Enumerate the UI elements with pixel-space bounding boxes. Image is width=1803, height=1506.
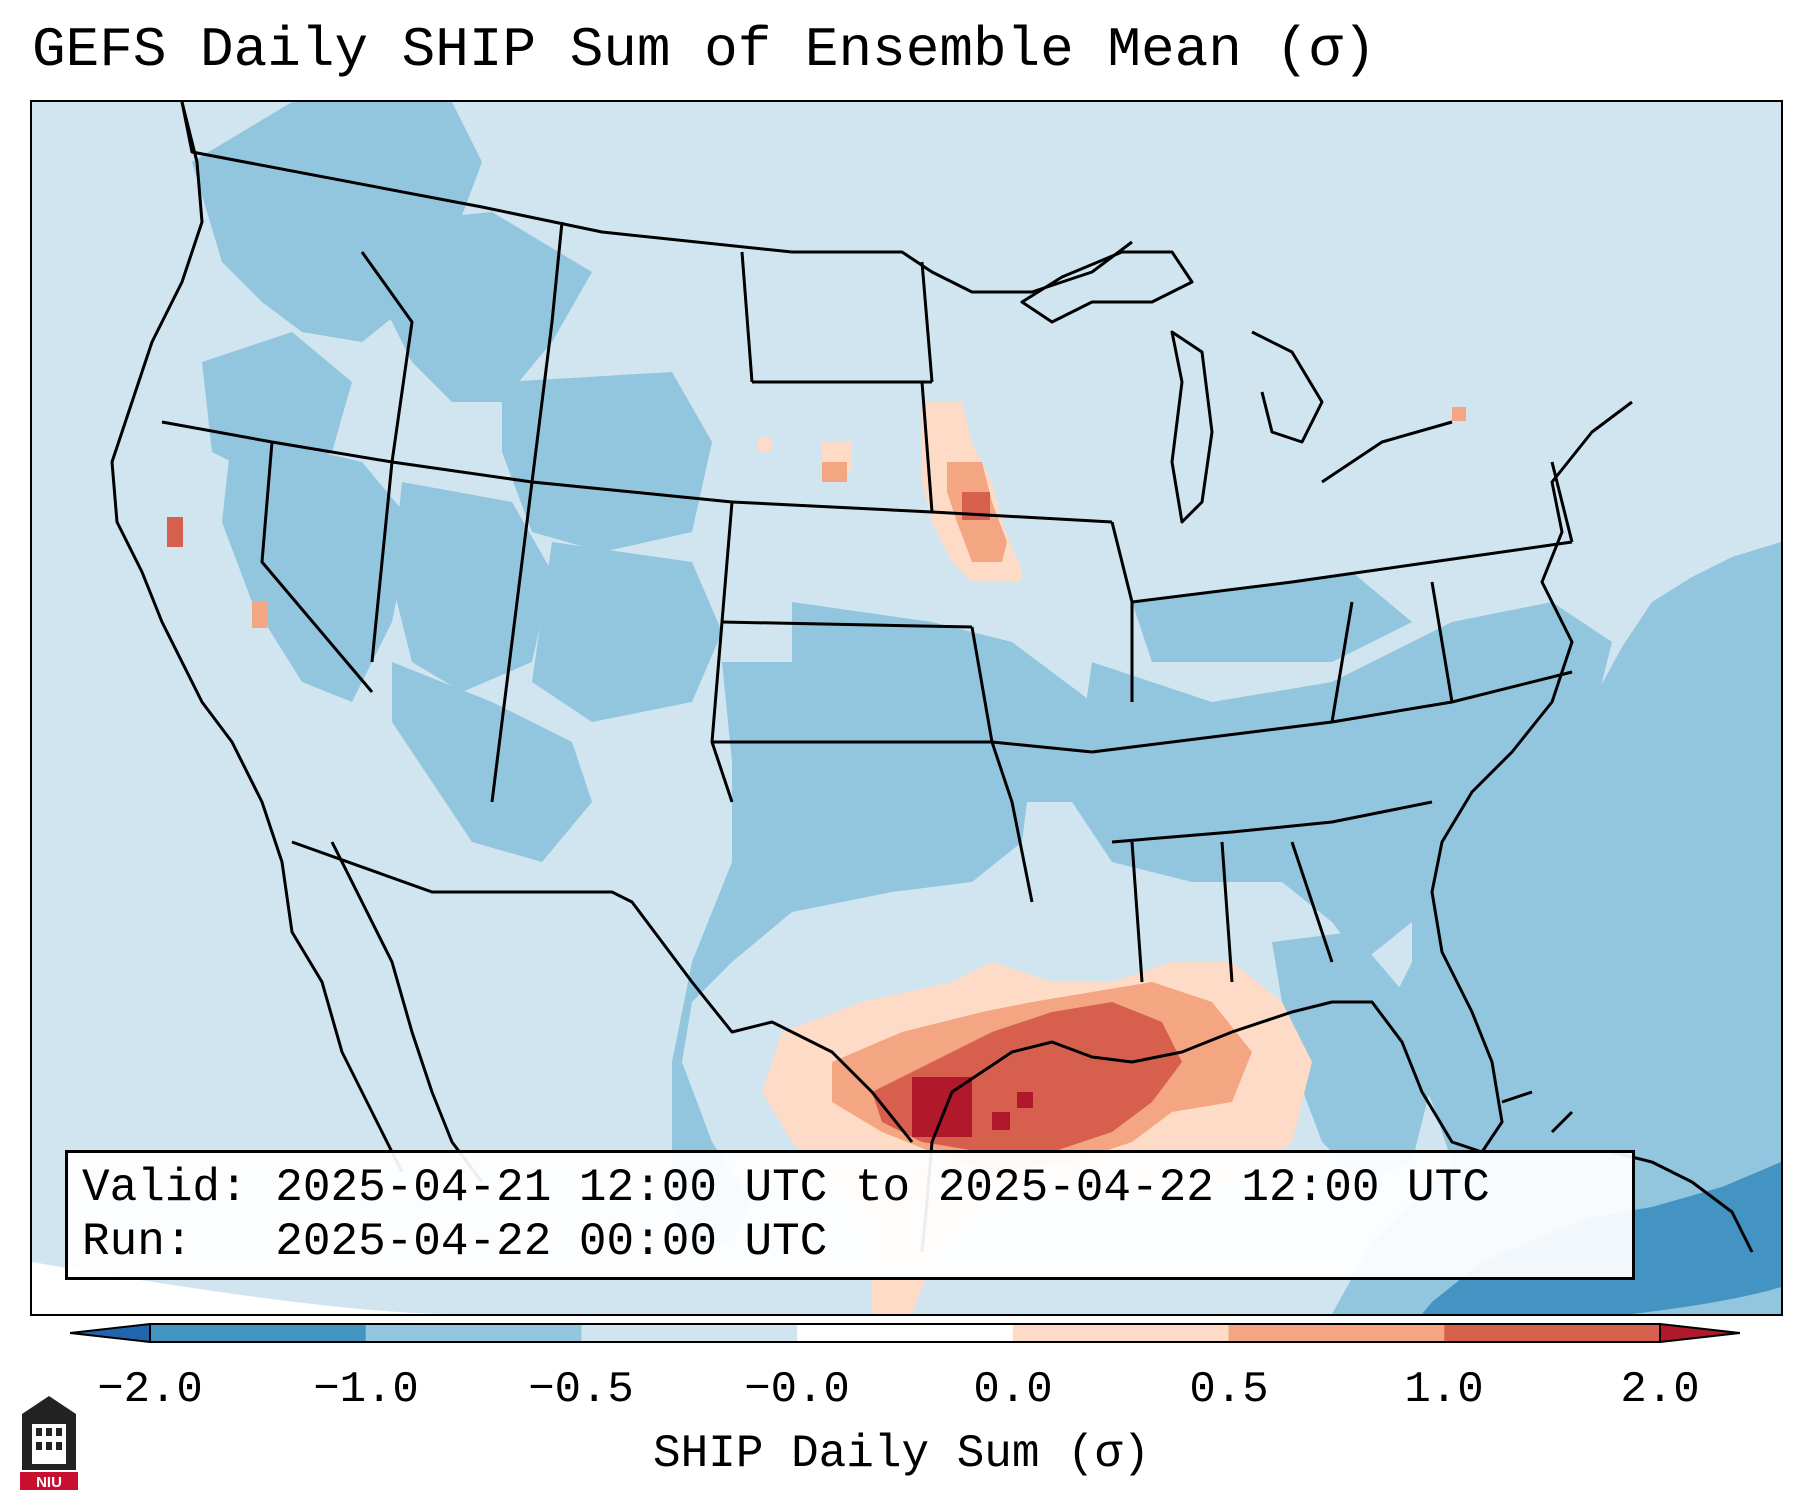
colorbar-segment [1228,1324,1445,1342]
colorbar-segment [1444,1324,1661,1342]
gulf-warm-core-3 [1017,1092,1033,1108]
colorbar-segment [1012,1324,1230,1342]
colorbar-segment [150,1324,367,1342]
map-panel [30,100,1783,1316]
gulf-warm-core-2 [992,1112,1010,1130]
plains-warm-patch-dot-3 [758,437,772,451]
great-lakes-superior [1020,250,1194,324]
arizona-nm-blue-patch [392,662,592,862]
state-lines-central [712,251,1134,903]
run-time: 2025-04-22 00:00 UTC [275,1216,828,1268]
nevada-blue-patch [222,432,412,702]
great-lakes-michigan [1170,330,1214,524]
canada-us-border [180,102,1133,294]
baja-outline [330,841,484,1183]
coastlines-and-borders [110,102,1754,1253]
valid-label: Valid: [82,1162,248,1214]
southeast-blue-region [1072,602,1612,962]
colorbar-segment [797,1324,1014,1342]
quebec-warm-dot [1452,407,1466,421]
valid-time-range: 2025-04-21 12:00 UTC to 2025-04-22 12:00… [275,1162,1490,1214]
tick-label: −0.0 [744,1365,850,1415]
colorbar [70,1322,1740,1344]
colorbar-segment [581,1324,798,1342]
run-label: Run: [82,1216,248,1268]
california-warm-dot-2 [252,602,267,628]
tick-label: 1.0 [1404,1365,1484,1415]
idaho-blue-patch [382,212,592,402]
east-coast-outline [1231,400,1633,1154]
ship-anomaly-map [32,102,1781,1314]
colorbar-under-arrow [70,1322,151,1344]
florida-blue-region [1272,932,1432,1182]
state-lines-west [161,221,734,803]
plains-blue-region [792,602,1132,802]
colorbar-over-arrow [1659,1322,1740,1344]
tick-label: −0.5 [528,1365,634,1415]
caribbean-islands [1501,1090,1754,1253]
tick-label: 2.0 [1620,1365,1700,1415]
niu-logo: NIU [20,1396,78,1491]
valid-run-info-box: Valid: 2025-04-21 12:00 UTC to 2025-04-2… [65,1150,1635,1280]
map-title: GEFS Daily SHIP Sum of Ensemble Mean (σ) [32,18,1377,82]
colorado-blue-patch [532,542,722,722]
tick-label: 0.0 [973,1365,1053,1415]
projection-edge-bottom [32,1262,452,1314]
colorbar-outline [149,1323,1661,1343]
tick-label: −1.0 [313,1365,419,1415]
colorbar-segment [365,1324,582,1342]
logo-text: NIU [36,1474,62,1491]
great-lakes-huron-erie [1251,330,1453,484]
west-coast-outline [110,102,404,1173]
tick-label: 0.5 [1189,1365,1269,1415]
mexico-border [291,840,914,1143]
atlantic-blue-region [1332,542,1781,1314]
wyoming-blue-patch [502,372,712,552]
tick-label: −2.0 [97,1365,203,1415]
california-warm-dot [167,517,183,547]
state-lines-east [1091,461,1574,983]
plains-warm-patch-dot-2 [822,462,847,482]
colorbar-label: SHIP Daily Sum (σ) [653,1428,1150,1480]
colorbar-segments [150,1324,1661,1342]
texas-blue-region [672,662,1032,1252]
